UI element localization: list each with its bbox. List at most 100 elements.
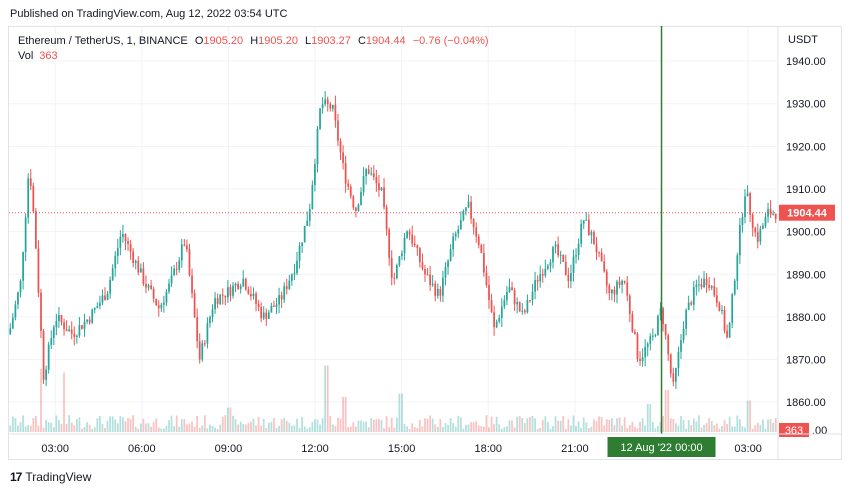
- volume-bar: [370, 417, 373, 432]
- volume-bar: [101, 423, 104, 432]
- candle-body: [692, 286, 695, 305]
- candle-body: [705, 278, 708, 285]
- candle-body: [58, 315, 60, 321]
- candle-body: [93, 308, 96, 310]
- candle-body: [490, 300, 493, 313]
- volume-bar: [536, 428, 539, 432]
- volume-bar: [690, 425, 693, 432]
- volume-bar: [567, 419, 570, 432]
- candle-body: [526, 300, 529, 313]
- candle-body: [250, 293, 252, 297]
- candle-body: [554, 244, 557, 247]
- candle-body: [444, 266, 447, 278]
- chart-frame: [8, 26, 842, 460]
- volume-bar: [570, 425, 572, 432]
- candle-body: [751, 214, 754, 228]
- volume-bar: [585, 422, 588, 432]
- candle-body: [408, 231, 411, 235]
- volume-bar: [564, 428, 567, 432]
- volume-bar: [552, 426, 554, 432]
- volume-bar: [424, 418, 426, 432]
- candle-body: [329, 104, 332, 109]
- volume-bar: [616, 418, 618, 432]
- candle-body: [301, 242, 303, 246]
- candle-body: [756, 232, 759, 242]
- volume-bar: [767, 419, 769, 432]
- candle-body: [247, 289, 250, 294]
- candle-body: [155, 298, 158, 306]
- candle-body: [495, 321, 498, 328]
- volume-bar: [470, 422, 472, 432]
- volume-bar: [319, 424, 321, 432]
- volume-bar: [411, 423, 414, 432]
- candle-body: [547, 265, 549, 269]
- volume-bar: [531, 415, 534, 432]
- candle-body: [628, 295, 631, 315]
- candle-body: [42, 330, 45, 380]
- volume-bar: [728, 416, 731, 432]
- candle-body: [728, 322, 731, 338]
- candle-body: [703, 278, 705, 288]
- volume-bar: [480, 426, 483, 432]
- candle-body: [403, 237, 406, 254]
- candle-body: [424, 268, 426, 275]
- volume-bar: [106, 420, 109, 432]
- volume-bar: [680, 416, 682, 432]
- candle-body: [587, 219, 590, 235]
- candle-body: [37, 248, 40, 293]
- tradingview-logo[interactable]: 17 TradingView: [10, 470, 91, 484]
- x-tick-label: 15:00: [388, 443, 416, 455]
- volume-bar: [119, 416, 122, 432]
- candle-body: [262, 312, 265, 319]
- candle-body: [252, 293, 255, 297]
- candle-body: [70, 329, 73, 334]
- candle-body: [598, 252, 600, 254]
- candle-body: [523, 310, 526, 313]
- volume-bar: [206, 428, 209, 432]
- candle-body: [170, 275, 173, 284]
- volume-bar: [372, 419, 375, 432]
- volume-bar: [170, 415, 173, 432]
- candle-body: [682, 328, 685, 341]
- candle-body: [109, 279, 111, 294]
- candle-body: [575, 255, 577, 257]
- candle-body: [206, 323, 209, 344]
- candle-body: [769, 209, 772, 215]
- candle-body: [649, 336, 652, 344]
- candle-body: [585, 219, 588, 221]
- volume-bar: [444, 423, 447, 432]
- candle-body: [613, 289, 616, 295]
- volume-bar: [639, 421, 641, 432]
- candle-body: [255, 293, 257, 304]
- volume-bar: [723, 420, 726, 432]
- volume-bar: [314, 419, 316, 432]
- candle-body: [344, 163, 347, 184]
- axis-layer: 1940.00 1930.00 1920.00 1910.00 1900.00 1890.…: [8, 26, 842, 460]
- x-tick-label: 12:00: [301, 443, 329, 455]
- volume-bar: [426, 418, 429, 432]
- volume-bar: [523, 423, 526, 432]
- x-tick-label: 06:00: [128, 443, 156, 455]
- volume-bar: [58, 420, 60, 432]
- volume-bar: [291, 425, 293, 432]
- volume-bar: [490, 416, 493, 432]
- candle-body: [536, 280, 539, 282]
- legend-open-value: 1905.20: [203, 35, 244, 47]
- candle-body: [339, 140, 342, 153]
- candle-body: [677, 351, 680, 368]
- candle-body: [211, 309, 214, 317]
- x-tick-label: 18:00: [475, 443, 503, 455]
- candle-body: [731, 294, 734, 323]
- candle-body: [669, 354, 672, 374]
- volume-bar: [677, 425, 680, 432]
- candle-body: [96, 306, 99, 309]
- legend-change: −0.76 (−0.04%): [412, 35, 489, 47]
- candle-body: [570, 273, 572, 282]
- volume-bar: [232, 415, 234, 432]
- candle-body: [672, 373, 675, 382]
- volume-bar: [726, 424, 728, 432]
- candle-body: [388, 229, 391, 259]
- candle-body: [506, 291, 508, 301]
- volume-bar: [280, 419, 283, 432]
